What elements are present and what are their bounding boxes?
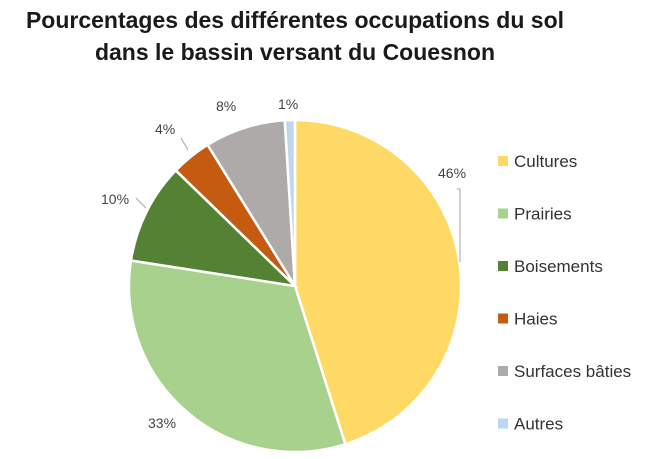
legend-label-prairies: Prairies (514, 205, 572, 224)
data-label-cultures: 46% (438, 165, 466, 181)
legend: Cultures Prairies Boisements Haies Surfaces … (498, 152, 631, 434)
pie-slice-cultures (293, 118, 463, 446)
legend-swatch-haies (498, 313, 508, 324)
legend-swatch-boisements (498, 261, 508, 271)
pie-slice-boisements (129, 168, 299, 288)
pie-slice-autres (283, 118, 297, 287)
legend-label-autres: Autres (514, 415, 563, 434)
legend-swatch-autres (498, 418, 508, 429)
legend-label-haies: Haies (514, 310, 557, 329)
legend-label-cultures: Cultures (514, 152, 577, 171)
leader-line-cultures (457, 188, 461, 262)
legend-label-boisements: Boisements (514, 257, 603, 276)
leader-line-haies (180, 137, 189, 151)
chart-title-line-1: Pourcentages des différentes occupations… (25, 7, 565, 33)
data-label-prairies: 33% (148, 415, 176, 431)
chart-title: Pourcentages des différentes occupations… (0, 4, 590, 68)
pie-slice-prairies (127, 259, 347, 454)
data-label-autres: 1% (278, 96, 298, 112)
chart-title-line-2: dans le bassin versant du Couesnon (94, 39, 496, 65)
data-label-haies: 4% (155, 121, 175, 137)
legend-swatch-surfaces-baties (498, 366, 508, 376)
legend-label-surfaces-baties: Surfaces bâties (514, 362, 631, 381)
leader-line-boisements (135, 197, 147, 209)
data-labels: 46% 33% 10% 4% 8% 1% (101, 96, 466, 431)
leader-lines (135, 137, 461, 262)
pie-slices (127, 118, 463, 454)
data-label-boisements: 10% (101, 191, 129, 207)
legend-swatch-prairies (498, 208, 508, 219)
data-label-surfaces-baties: 8% (216, 98, 236, 114)
legend-swatch-cultures (498, 156, 508, 166)
